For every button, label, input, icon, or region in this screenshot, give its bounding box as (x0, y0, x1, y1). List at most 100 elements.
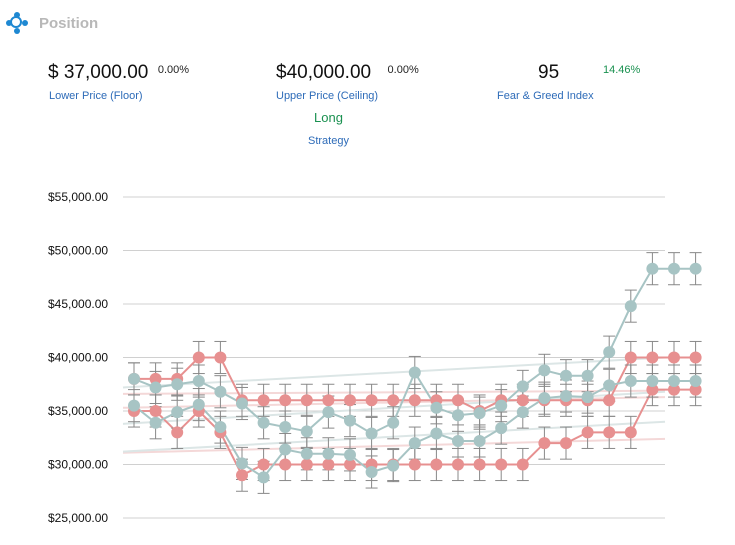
strategy-label: Strategy (308, 135, 349, 147)
data-point (322, 394, 335, 407)
data-point (128, 372, 140, 385)
data-point (236, 397, 248, 410)
y-tick-label: $50,000.00 (48, 244, 108, 258)
y-tick-label: $25,000.00 (48, 511, 108, 525)
data-point (581, 391, 594, 404)
data-point (279, 394, 292, 407)
data-point (538, 364, 551, 377)
data-point (279, 421, 292, 434)
y-tick-label: $55,000.00 (48, 190, 108, 204)
data-point (624, 375, 637, 388)
data-point (646, 383, 659, 396)
data-point (408, 366, 421, 379)
data-point (408, 394, 421, 407)
data-point (365, 394, 378, 407)
data-point (624, 426, 637, 439)
ceiling-pct: 0.00% (387, 64, 419, 76)
data-point (149, 416, 162, 429)
y-tick-label: $45,000.00 (48, 297, 108, 311)
data-point (236, 469, 248, 482)
data-point (668, 262, 680, 275)
data-point (538, 392, 551, 405)
data-point (149, 405, 162, 417)
data-point (257, 416, 270, 429)
data-point (495, 458, 508, 471)
floor-stat: $ 37,000.00 0.00% (48, 62, 189, 84)
data-point (689, 383, 702, 396)
data-point (668, 351, 680, 364)
price-chart: $25,000.00 $30,000.00 $35,000.00 $40,000.00… (48, 190, 702, 525)
y-tick-label: $30,000.00 (48, 458, 108, 472)
data-point (214, 351, 227, 364)
strategy-value: Long (314, 110, 343, 125)
data-point (171, 378, 184, 391)
data-point (257, 471, 270, 484)
data-point (516, 458, 529, 471)
data-point (149, 381, 162, 394)
trend-line (122, 356, 666, 389)
data-point (279, 443, 292, 456)
data-point (257, 458, 270, 471)
data-point (452, 458, 464, 471)
data-point (300, 458, 313, 471)
data-point (344, 394, 356, 407)
position-logo-icon (6, 12, 28, 34)
data-point (408, 458, 421, 471)
data-point (214, 421, 227, 434)
data-point (452, 394, 464, 407)
data-point (236, 457, 248, 470)
data-point (430, 458, 443, 471)
floor-label: Lower Price (Floor) (49, 90, 143, 102)
data-point (689, 262, 702, 275)
page-title: Position (39, 14, 99, 32)
data-point (560, 437, 572, 450)
data-point (516, 406, 529, 419)
data-point (387, 459, 400, 472)
data-point (668, 383, 680, 396)
data-point (603, 426, 616, 439)
floor-value: $ 37,000.00 (48, 62, 149, 83)
data-point (624, 351, 637, 364)
data-point (495, 422, 508, 435)
data-point (538, 437, 551, 450)
fear-greed-value: 95 (538, 62, 560, 83)
ceiling-stat: $40,000.00 0.00% (276, 62, 419, 84)
data-point (192, 351, 205, 364)
data-point (646, 262, 659, 275)
data-point (581, 426, 594, 439)
trend-line (122, 389, 666, 395)
header: Position (6, 8, 98, 38)
data-point (603, 394, 616, 407)
data-point (365, 465, 378, 478)
data-point (560, 369, 572, 382)
data-point (646, 375, 659, 388)
data-point (516, 394, 529, 407)
data-point (624, 300, 637, 313)
data-point (516, 380, 529, 393)
data-point (322, 458, 335, 471)
data-point (300, 447, 313, 460)
data-point (171, 426, 184, 439)
data-point (473, 407, 486, 420)
data-point (344, 458, 356, 471)
fear-greed-pct: 14.46% (603, 64, 641, 76)
y-tick-label: $35,000.00 (48, 404, 108, 418)
data-point (495, 399, 508, 412)
data-point (300, 425, 313, 438)
fear-greed-label: Fear & Greed Index (497, 90, 594, 102)
ceiling-value: $40,000.00 (276, 62, 372, 83)
data-point (646, 351, 659, 364)
data-point (430, 427, 443, 440)
data-point (192, 398, 205, 411)
trend-line (122, 420, 666, 453)
data-point (473, 458, 486, 471)
data-point (387, 416, 400, 429)
data-point (603, 346, 616, 359)
data-point (171, 406, 184, 419)
data-point (452, 434, 464, 447)
data-point (149, 372, 162, 385)
y-tick-label: $40,000.00 (48, 351, 108, 365)
data-point (322, 406, 335, 419)
trend-line (122, 437, 666, 454)
data-point (452, 409, 464, 422)
